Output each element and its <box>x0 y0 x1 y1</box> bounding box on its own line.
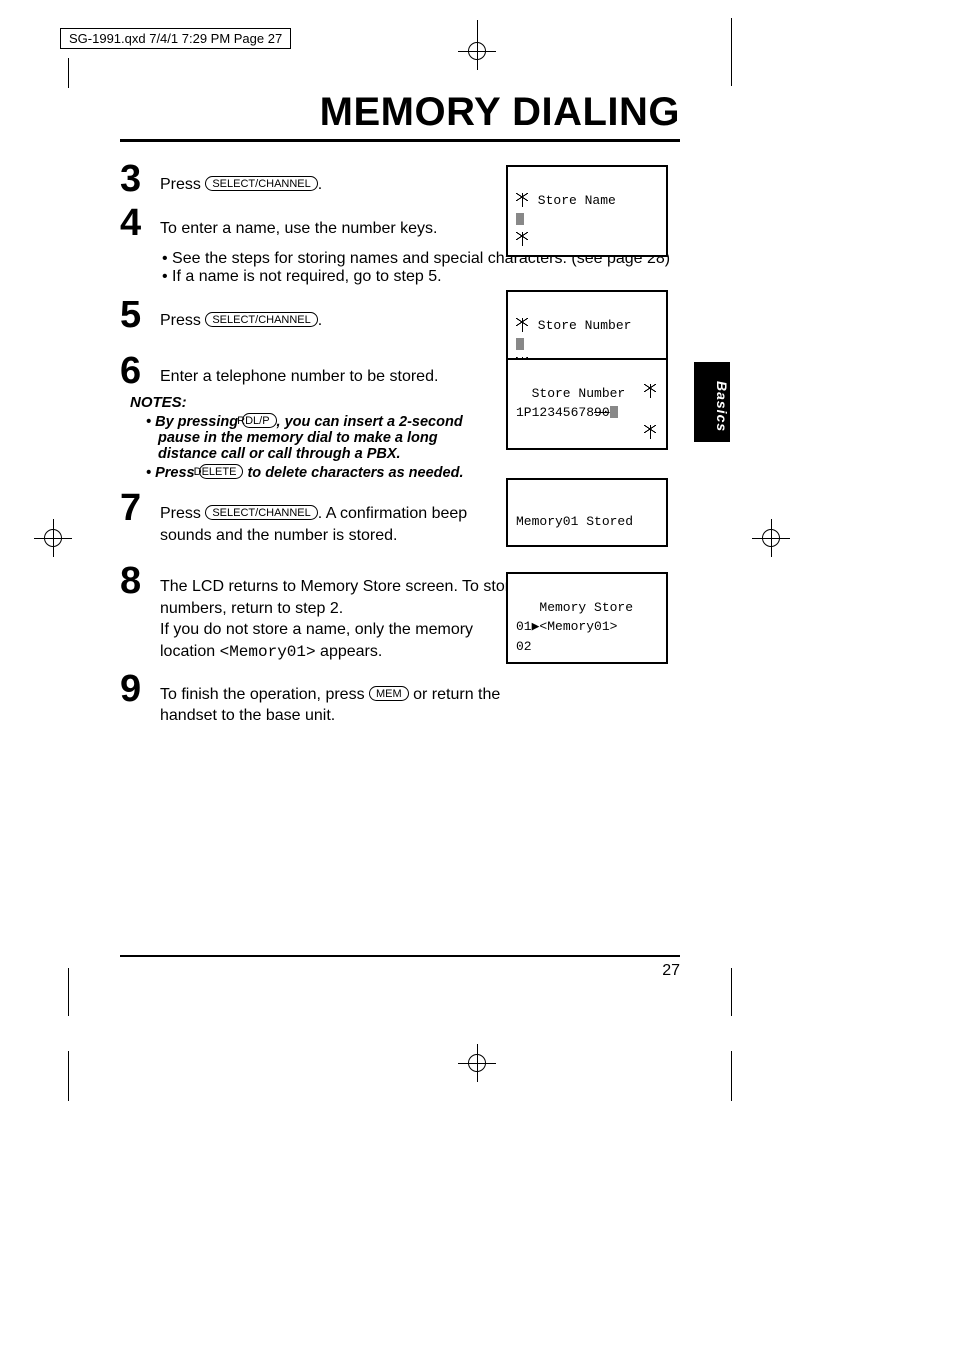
step-number: 7 <box>120 489 150 527</box>
lcd-store-name: Store Name <box>506 165 668 257</box>
key-select-channel: SELECT/CHANNEL <box>205 176 317 191</box>
text: Press <box>155 465 199 481</box>
lcd-line: 01▶<Memory01> <box>516 619 617 634</box>
lcd-memory-stored: Memory01 Stored <box>506 478 668 547</box>
cursor-icon <box>516 338 524 350</box>
registration-left <box>40 525 66 551</box>
note: By pressing RDL/P, you can insert a 2-se… <box>146 413 486 462</box>
step-number: 4 <box>120 204 150 242</box>
antenna-icon <box>516 232 528 246</box>
text: to delete characters as needed. <box>243 465 463 481</box>
text: . <box>318 176 322 193</box>
antenna-icon <box>516 193 528 207</box>
key-mem: MEM <box>369 686 409 701</box>
step-number: 8 <box>120 562 150 600</box>
lcd-line: Store Number <box>516 386 625 401</box>
text: By pressing <box>155 414 242 430</box>
registration-right <box>758 525 784 551</box>
key-select-channel: SELECT/CHANNEL <box>205 312 317 327</box>
antenna-icon <box>644 425 656 439</box>
trim-mark <box>68 58 69 88</box>
trim-mark <box>68 1051 69 1101</box>
text: Press <box>160 176 205 193</box>
step-body: To finish the operation, press MEM or re… <box>160 670 515 727</box>
lcd-store-number-value: Store Number 1P1234567890 <box>506 358 668 450</box>
cursor-icon <box>516 213 524 225</box>
key-select-channel: SELECT/CHANNEL <box>205 505 317 520</box>
lcd-line: Store Name <box>530 193 616 208</box>
key-delete: DELETE <box>199 464 244 479</box>
step-9: 9 To finish the operation, press MEM or … <box>120 670 680 727</box>
text: appears. <box>316 643 383 660</box>
antenna-icon <box>644 384 656 398</box>
text: To finish the operation, press <box>160 686 369 703</box>
page-number: 27 <box>120 962 680 980</box>
trim-mark <box>68 968 69 1016</box>
step-number: 9 <box>120 670 150 708</box>
trim-mark <box>731 1051 732 1101</box>
step-body: Enter a telephone number to be stored. <box>160 352 515 388</box>
lcd-line: Memory Store <box>516 600 633 615</box>
trim-mark <box>731 18 732 86</box>
lcd-strike: 90 <box>594 405 610 420</box>
step-body: Press SELECT/CHANNEL. <box>160 160 515 196</box>
trim-mark <box>731 968 732 1016</box>
lcd-line: 1P12345678 <box>516 405 594 420</box>
lcd-line: Memory01 Stored <box>516 514 633 529</box>
registration-bottom <box>464 1050 490 1076</box>
text: Press <box>160 312 205 329</box>
bullet: If a name is not required, go to step 5. <box>162 268 680 286</box>
mono-text: <Memory01> <box>220 643 316 661</box>
footer-rule <box>120 955 680 957</box>
registration-top <box>464 38 490 64</box>
lcd-line: 02 <box>516 639 532 654</box>
step-body: To enter a name, use the number keys. <box>160 204 515 240</box>
page-title: MEMORY DIALING <box>120 90 680 142</box>
text: . <box>318 312 322 329</box>
step-6-notes: By pressing RDL/P, you can insert a 2-se… <box>146 413 486 481</box>
text: Press <box>160 505 205 522</box>
step-body: Press SELECT/CHANNEL. A confirmation bee… <box>160 489 515 546</box>
step-body: Press SELECT/CHANNEL. <box>160 296 515 332</box>
cursor-icon <box>610 406 618 418</box>
lcd-memory-store-list: Memory Store 01▶<Memory01> 02 <box>506 572 668 664</box>
section-tab-basics: Basics <box>694 362 730 442</box>
key-rdlp: RDL/P <box>242 413 276 428</box>
step-number: 3 <box>120 160 150 198</box>
note: Press DELETE to delete characters as nee… <box>146 464 486 481</box>
step-number: 6 <box>120 352 150 390</box>
lcd-line: Store Number <box>530 318 631 333</box>
antenna-icon <box>516 318 528 332</box>
step-number: 5 <box>120 296 150 334</box>
